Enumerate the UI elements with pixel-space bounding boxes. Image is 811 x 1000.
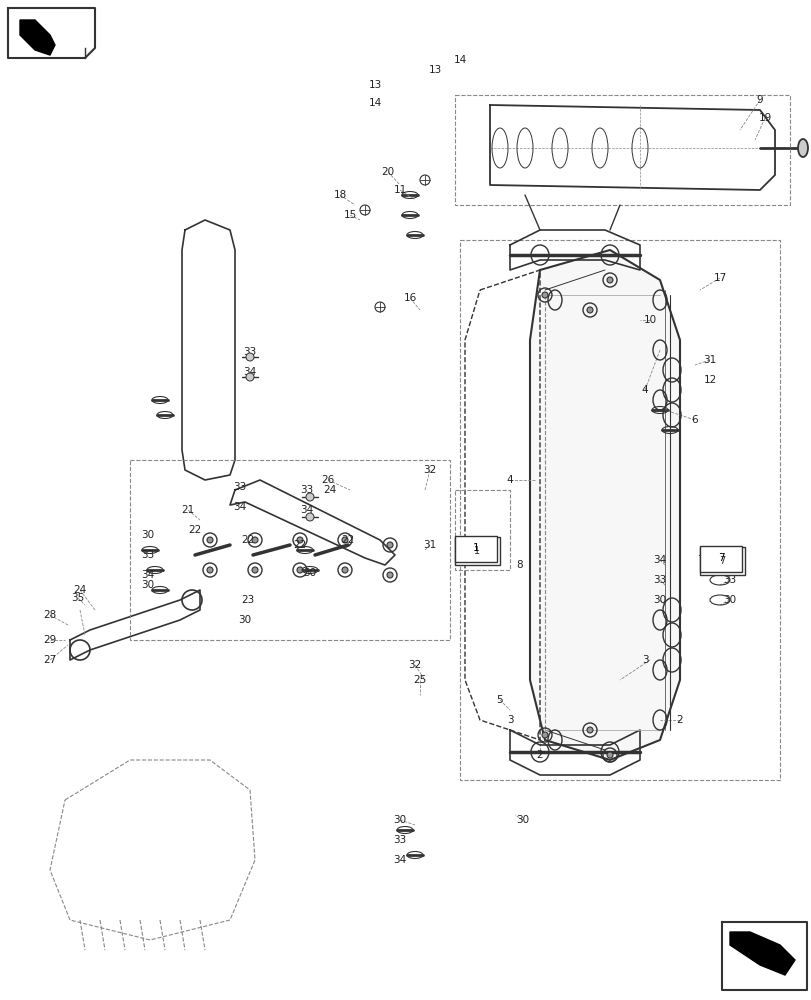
Text: 19: 19: [757, 113, 770, 123]
Text: 4: 4: [641, 385, 647, 395]
Bar: [454, 537, 500, 565]
Circle shape: [541, 292, 547, 298]
Circle shape: [586, 307, 592, 313]
Text: 31: 31: [423, 540, 436, 550]
Circle shape: [341, 537, 348, 543]
Text: 34: 34: [653, 555, 666, 565]
Circle shape: [246, 353, 254, 361]
Text: 11: 11: [393, 185, 406, 195]
Text: 33: 33: [243, 347, 256, 357]
Text: 30: 30: [393, 815, 406, 825]
Text: 28: 28: [43, 610, 57, 620]
Circle shape: [251, 537, 258, 543]
Circle shape: [297, 567, 303, 573]
Text: 3: 3: [641, 655, 647, 665]
Text: 26: 26: [321, 475, 334, 485]
Bar: [454, 536, 496, 562]
Text: 33: 33: [300, 485, 313, 495]
Text: 7: 7: [696, 555, 702, 565]
Circle shape: [607, 752, 612, 758]
Polygon shape: [729, 932, 794, 975]
Text: 25: 25: [413, 675, 426, 685]
Text: 10: 10: [642, 315, 656, 325]
Text: 30: 30: [238, 615, 251, 625]
Text: 32: 32: [423, 465, 436, 475]
Text: 34: 34: [233, 502, 247, 512]
Text: 30: 30: [516, 815, 529, 825]
Text: 5: 5: [496, 695, 503, 705]
Text: 34: 34: [300, 505, 313, 515]
Text: 33: 33: [141, 550, 154, 560]
Polygon shape: [530, 250, 679, 760]
Circle shape: [607, 277, 612, 283]
Text: 24: 24: [323, 485, 337, 495]
Text: 1: 1: [474, 546, 479, 556]
Circle shape: [541, 732, 547, 738]
Text: 6: 6: [691, 415, 697, 425]
Text: 15: 15: [343, 210, 356, 220]
Text: 30: 30: [141, 530, 154, 540]
Text: 27: 27: [43, 655, 57, 665]
Text: 29: 29: [43, 635, 57, 645]
Text: 33: 33: [393, 835, 406, 845]
Text: 2: 2: [676, 715, 683, 725]
Bar: [699, 546, 741, 572]
Text: 23: 23: [241, 595, 255, 605]
Text: 24: 24: [73, 585, 87, 595]
Circle shape: [306, 513, 314, 521]
Text: 14: 14: [368, 98, 381, 108]
Text: 34: 34: [243, 367, 256, 377]
Circle shape: [387, 542, 393, 548]
Text: 16: 16: [403, 293, 416, 303]
Circle shape: [297, 537, 303, 543]
Text: 14: 14: [453, 55, 466, 65]
Circle shape: [251, 567, 258, 573]
Text: 31: 31: [702, 355, 716, 365]
Text: 22: 22: [341, 535, 354, 545]
Text: 17: 17: [713, 273, 726, 283]
Bar: [699, 547, 744, 575]
Circle shape: [207, 567, 212, 573]
Circle shape: [586, 727, 592, 733]
Text: 3: 3: [506, 715, 513, 725]
Text: 22: 22: [188, 525, 201, 535]
Text: 22: 22: [293, 540, 307, 550]
Text: 33: 33: [723, 575, 736, 585]
Text: 18: 18: [333, 190, 346, 200]
Text: 20: 20: [381, 167, 394, 177]
Text: 21: 21: [181, 505, 195, 515]
Text: 7: 7: [718, 556, 724, 566]
Ellipse shape: [797, 139, 807, 157]
Text: 30: 30: [653, 595, 666, 605]
Text: 34: 34: [393, 855, 406, 865]
Text: 32: 32: [408, 660, 421, 670]
Polygon shape: [20, 20, 55, 55]
Circle shape: [306, 493, 314, 501]
Text: 34: 34: [723, 555, 736, 565]
Text: 30: 30: [141, 580, 154, 590]
Circle shape: [207, 537, 212, 543]
Text: 7: 7: [717, 553, 723, 563]
Text: 4: 4: [506, 475, 513, 485]
Text: 30: 30: [723, 595, 736, 605]
Circle shape: [387, 572, 393, 578]
Text: 13: 13: [428, 65, 441, 75]
Text: 13: 13: [368, 80, 381, 90]
Text: 34: 34: [141, 570, 154, 580]
Circle shape: [341, 567, 348, 573]
Text: 1: 1: [472, 543, 478, 553]
Text: 33: 33: [653, 575, 666, 585]
Text: 35: 35: [71, 593, 84, 603]
Text: 30: 30: [303, 568, 316, 578]
Text: 12: 12: [702, 375, 716, 385]
Text: 2: 2: [536, 750, 543, 760]
Text: 22: 22: [241, 535, 255, 545]
Text: 33: 33: [233, 482, 247, 492]
Text: 8: 8: [516, 560, 522, 570]
Text: 9: 9: [756, 95, 762, 105]
Circle shape: [246, 373, 254, 381]
